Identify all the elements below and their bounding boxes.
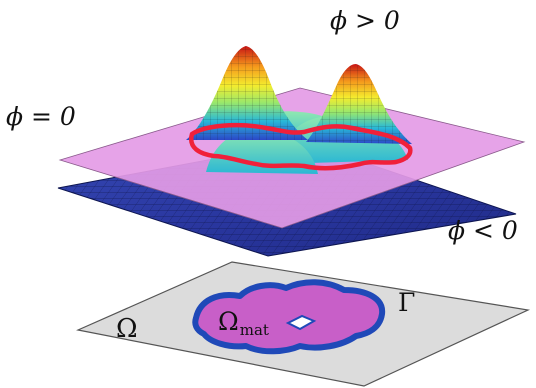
zero-contour-curve [188,122,413,171]
material-domain-subscript: mat [239,321,269,339]
phi-positive-label: ϕ > 0 [330,6,400,35]
material-domain-label: Ωmat [218,307,269,338]
material-domain-shape [192,279,386,355]
phi-zero-label: ϕ = 0 [6,102,76,131]
material-domain-symbol: Ω [218,307,239,336]
domain-label: Ω [116,314,138,344]
phi-negative-label: ϕ < 0 [448,216,518,245]
boundary-label: Γ [398,288,416,317]
